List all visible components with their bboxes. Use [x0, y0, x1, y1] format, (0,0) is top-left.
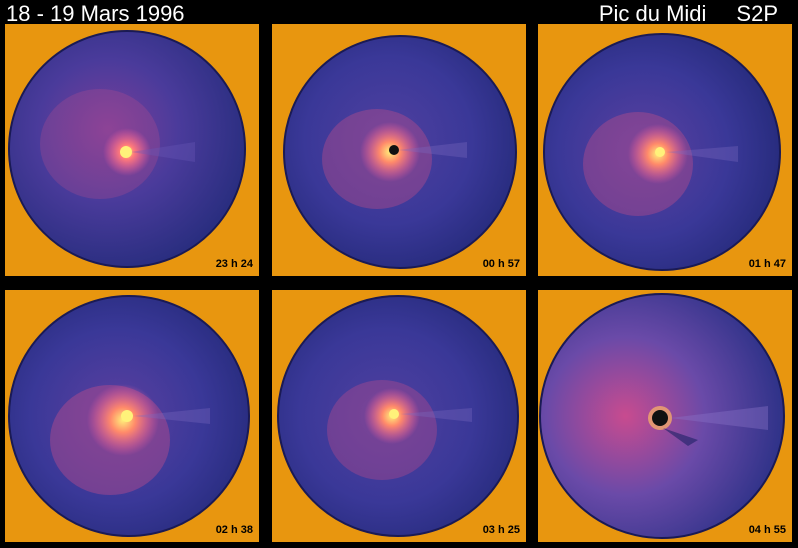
comet-frame-4: 02 h 38	[5, 290, 259, 542]
timestamp-label: 04 h 55	[748, 524, 786, 536]
comet-frame-5: 03 h 25	[272, 290, 526, 542]
timestamp-label: 00 h 57	[482, 258, 520, 270]
comet-frame-6: 04 h 55	[538, 290, 792, 542]
header-right: Pic du Midi S2P	[599, 0, 778, 28]
timestamp-label: 01 h 47	[748, 258, 786, 270]
date-range-title: 18 - 19 Mars 1996	[6, 1, 185, 26]
comet-image-1	[8, 30, 246, 268]
instrument-label: S2P	[736, 1, 778, 26]
comet-image-5	[277, 295, 519, 537]
timestamp-label: 23 h 24	[215, 258, 253, 270]
comet-image-2	[283, 35, 517, 269]
observatory-label: Pic du Midi	[598, 1, 707, 26]
comet-image-3	[543, 33, 781, 271]
timestamp-label: 03 h 25	[482, 524, 520, 536]
comet-image-6	[539, 293, 785, 539]
timestamp-label: 02 h 38	[215, 524, 253, 536]
comet-frame-2: 00 h 57	[272, 24, 526, 276]
comet-frame-1: 23 h 24	[5, 24, 259, 276]
comet-frame-3: 01 h 47	[538, 24, 792, 276]
comet-image-4	[8, 295, 250, 537]
